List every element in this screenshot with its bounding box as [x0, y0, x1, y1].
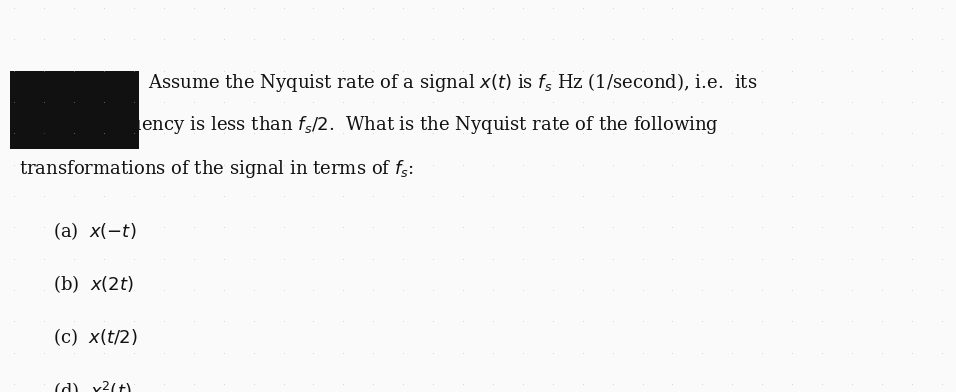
Text: (a)  $x(-t)$: (a) $x(-t)$: [53, 220, 136, 242]
Text: (d)  $x^2(t)$: (d) $x^2(t)$: [53, 379, 131, 392]
FancyBboxPatch shape: [10, 71, 139, 149]
Text: Assume the Nyquist rate of a signal $x(t)$ is $f_s$ Hz (1/second), i.e.  its: Assume the Nyquist rate of a signal $x(t…: [148, 71, 757, 94]
Text: (c)  $x(t/2)$: (c) $x(t/2)$: [53, 326, 138, 348]
Text: (b)  $x(2t)$: (b) $x(2t)$: [53, 273, 133, 295]
Text: transformations of the signal in terms of $f_s$:: transformations of the signal in terms o…: [19, 158, 414, 180]
Text: highest frequency is less than $f_s/2$.  What is the Nyquist rate of the followi: highest frequency is less than $f_s/2$. …: [19, 114, 719, 136]
